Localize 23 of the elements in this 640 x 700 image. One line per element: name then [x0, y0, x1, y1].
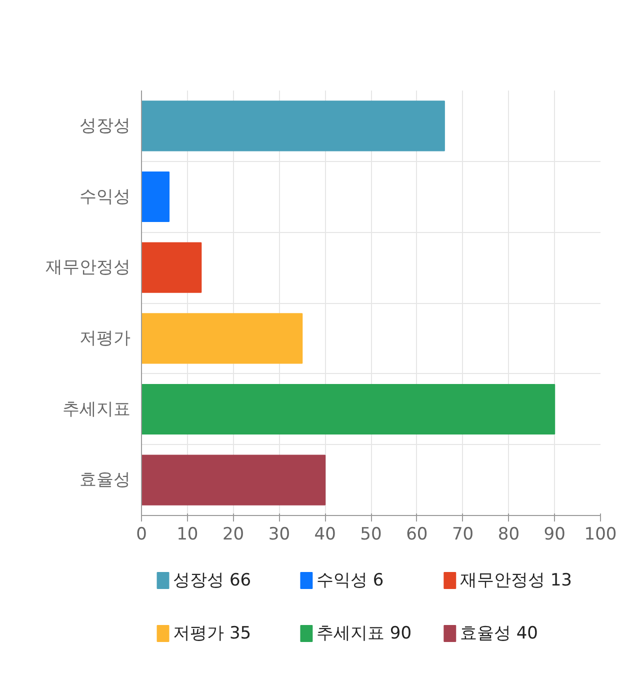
- x-tick-label: 0: [136, 524, 147, 544]
- y-tick-label: 수익성: [80, 186, 130, 207]
- y-tick-label: 재무안정성: [46, 258, 130, 278]
- y-tick-label: 추세지표: [62, 399, 130, 420]
- x-tick-label: 70: [452, 524, 474, 544]
- x-tick-label: 80: [498, 524, 520, 544]
- x-tick-label: 60: [406, 524, 428, 544]
- x-tick-label: 40: [314, 524, 336, 544]
- legend-label: 효율성 40: [460, 624, 538, 644]
- x-tick-label: 50: [360, 524, 382, 544]
- legend-label: 수익성 6: [316, 570, 384, 590]
- legend-label: 저평가 35: [173, 624, 252, 644]
- legend-label: 추세지표 90: [316, 624, 412, 644]
- legend-label: 성장성 66: [173, 570, 252, 590]
- y-tick-label: 성장성: [80, 116, 130, 136]
- x-tick-label: 90: [544, 524, 566, 544]
- y-tick-label: 저평가: [80, 328, 130, 348]
- y-tick-label: 효율성: [80, 470, 130, 490]
- x-tick-label: 100: [584, 524, 617, 544]
- x-tick-label: 10: [176, 524, 198, 544]
- legend-label: 재무안정성 13: [460, 570, 572, 590]
- x-tick-label: 20: [222, 524, 244, 544]
- x-tick-label: 30: [268, 524, 290, 544]
